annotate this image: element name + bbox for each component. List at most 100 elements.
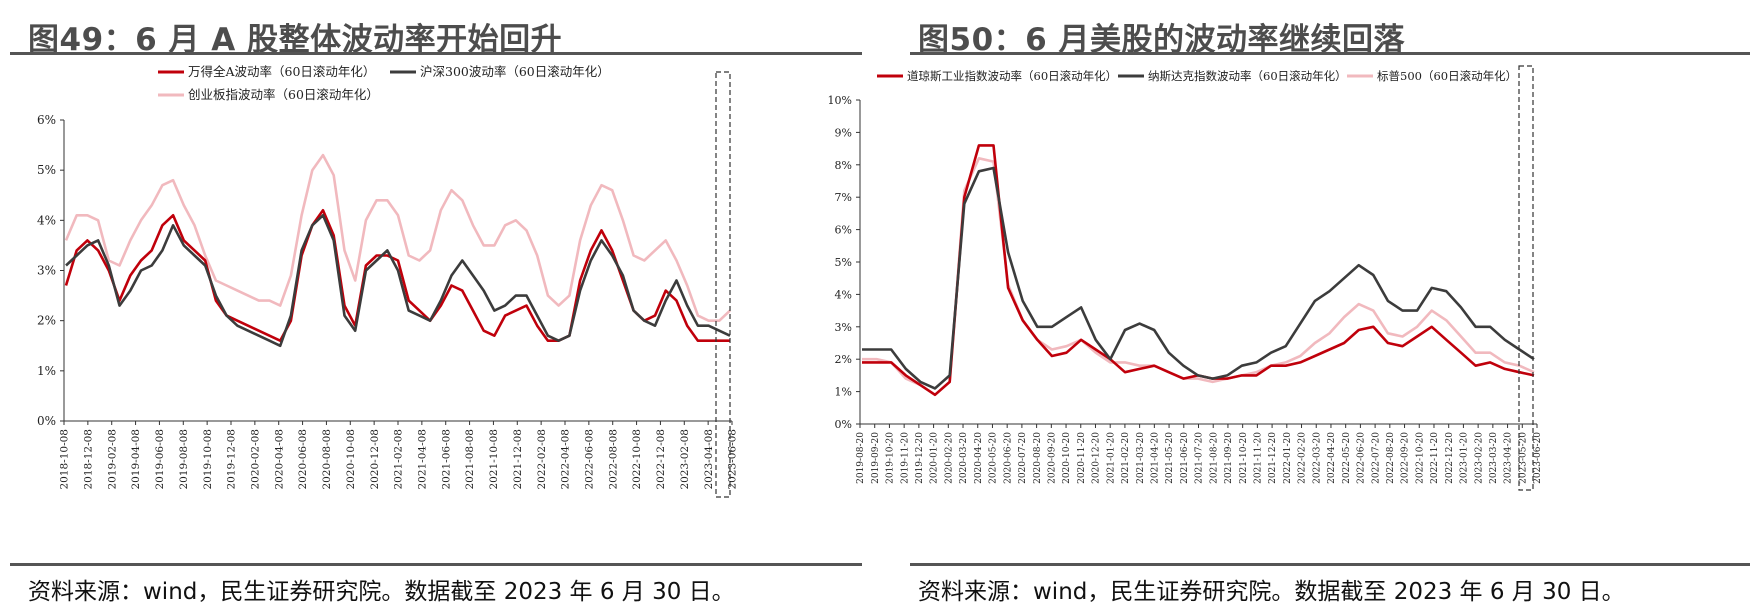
series-line xyxy=(862,144,1535,397)
series-line xyxy=(862,157,1535,397)
x-tick-label: 2021-06-20 xyxy=(1180,432,1190,484)
x-tick-label: 2020-04-20 xyxy=(974,432,984,484)
y-tick-label: 7% xyxy=(835,191,852,204)
x-tick-label: 2019-04-08 xyxy=(130,429,142,490)
x-tick-label: 2022-05-20 xyxy=(1342,432,1352,484)
x-tick-label: 2021-11-20 xyxy=(1254,432,1264,484)
x-tick-label: 2023-02-20 xyxy=(1474,432,1484,484)
x-tick-label: 2023-03-20 xyxy=(1489,432,1499,484)
x-tick-label: 2023-01-20 xyxy=(1460,432,1470,484)
title-underline xyxy=(910,52,1750,55)
x-tick-label: 2019-08-20 xyxy=(856,432,866,484)
y-tick-label: 1% xyxy=(835,386,852,399)
x-tick-label: 2019-06-08 xyxy=(154,429,166,490)
y-tick-label: 0% xyxy=(37,414,56,428)
source-divider xyxy=(910,563,1750,566)
x-tick-label: 2021-12-20 xyxy=(1268,432,1278,484)
x-tick-label: 2022-08-20 xyxy=(1386,432,1396,484)
x-tick-label: 2022-04-08 xyxy=(560,429,572,490)
x-tick-label: 2022-06-08 xyxy=(584,429,596,490)
x-tick-label: 2020-07-20 xyxy=(1018,432,1028,484)
series-line xyxy=(862,166,1535,390)
y-tick-label: 8% xyxy=(835,159,852,172)
x-tick-label: 2020-11-20 xyxy=(1077,432,1087,484)
x-tick-label: 2021-09-20 xyxy=(1224,432,1234,484)
legend-label: 道琼斯工业指数波动率（60日滚动年化） xyxy=(907,69,1117,83)
y-tick-label: 3% xyxy=(835,321,852,334)
x-tick-label: 2021-01-20 xyxy=(1106,432,1116,484)
x-tick-label: 2020-01-20 xyxy=(930,432,940,484)
right-chart-panel: 图50：6 月美股的波动率继续回落 道琼斯工业指数波动率（60日滚动年化） 纳斯达… xyxy=(828,0,1751,612)
x-tick-label: 2022-06-20 xyxy=(1357,432,1367,484)
x-tick-label: 2022-12-08 xyxy=(655,429,667,490)
x-tick-label: 2022-04-20 xyxy=(1327,432,1337,484)
x-tick-label: 2019-02-08 xyxy=(106,429,118,490)
x-tick-label: 2020-10-20 xyxy=(1062,432,1072,484)
x-tick-label: 2020-08-20 xyxy=(1033,432,1043,484)
x-tick-label: 2023-06-20 xyxy=(1533,432,1543,484)
highlight-box xyxy=(1518,65,1534,491)
x-tick-label: 2020-10-08 xyxy=(345,429,357,490)
x-tick-label: 2020-02-20 xyxy=(944,432,954,484)
x-tick-label: 2021-06-08 xyxy=(440,429,452,490)
x-tick-label: 2019-09-20 xyxy=(871,432,881,484)
x-tick-label: 2022-08-08 xyxy=(607,429,619,490)
x-tick-label: 2022-10-08 xyxy=(631,429,643,490)
x-tick-label: 2021-10-20 xyxy=(1239,432,1249,484)
y-tick-label: 4% xyxy=(835,288,852,301)
x-tick-label: 2021-03-20 xyxy=(1136,432,1146,484)
x-tick-label: 2022-09-20 xyxy=(1401,432,1411,484)
x-tick-label: 2021-10-08 xyxy=(488,429,500,490)
y-tick-label: 2% xyxy=(835,353,852,366)
x-tick-label: 2022-07-20 xyxy=(1371,432,1381,484)
x-tick-label: 2021-02-08 xyxy=(393,429,405,490)
legend-label: 沪深300波动率（60日滚动年化） xyxy=(420,64,610,79)
x-tick-label: 2022-03-20 xyxy=(1312,432,1322,484)
y-tick-label: 6% xyxy=(835,224,852,237)
x-tick-label: 2022-10-20 xyxy=(1415,432,1425,484)
legend-label: 万得全A波动率（60日滚动年化） xyxy=(188,64,375,79)
series-line xyxy=(65,214,731,348)
x-tick-label: 2023-04-20 xyxy=(1504,432,1514,484)
x-tick-label: 2020-02-08 xyxy=(250,429,262,490)
x-tick-label: 2022-11-20 xyxy=(1430,432,1440,484)
x-tick-label: 2021-04-20 xyxy=(1150,432,1160,484)
x-tick-label: 2020-03-20 xyxy=(959,432,969,484)
x-tick-label: 2022-01-20 xyxy=(1283,432,1293,484)
right-chart-group: 道琼斯工业指数波动率（60日滚动年化） 纳斯达克指数波动率（60日滚动年化） 标普5… xyxy=(828,65,1543,491)
x-tick-label: 2019-12-20 xyxy=(915,432,925,484)
x-tick-label: 2019-12-08 xyxy=(226,429,238,490)
x-tick-label: 2020-05-20 xyxy=(989,432,999,484)
legend-label: 创业板指波动率（60日滚动年化） xyxy=(188,87,379,102)
legend-label: 纳斯达克指数波动率（60日滚动年化） xyxy=(1148,69,1347,83)
x-tick-label: 2021-05-20 xyxy=(1165,432,1175,484)
x-tick-label: 2021-08-20 xyxy=(1209,432,1219,484)
x-tick-label: 2021-04-08 xyxy=(417,429,429,490)
x-tick-label: 2021-12-08 xyxy=(512,429,524,490)
x-tick-label: 2020-12-08 xyxy=(369,429,381,490)
x-tick-label: 2018-12-08 xyxy=(83,429,95,490)
x-tick-label: 2023-02-08 xyxy=(679,429,691,490)
x-tick-label: 2019-11-20 xyxy=(900,432,910,484)
y-tick-label: 9% xyxy=(835,126,852,139)
left-chart-svg: 万得全A波动率（60日滚动年化） 沪深300波动率（60日滚动年化） 创业板指波动率… xyxy=(37,64,739,498)
y-tick-label: 5% xyxy=(37,163,56,177)
x-tick-label: 2022-02-20 xyxy=(1298,432,1308,484)
x-tick-label: 2021-08-08 xyxy=(464,429,476,490)
highlight-box xyxy=(715,71,731,498)
x-tick-label: 2020-12-20 xyxy=(1092,432,1102,484)
x-tick-label: 2022-02-08 xyxy=(536,429,548,490)
left-chart-panel: 图49：6 月 A 股整体波动率开始回升 万得全A波动率（60日滚动年化） 沪深3… xyxy=(0,0,875,612)
x-tick-label: 2023-04-08 xyxy=(703,429,715,490)
y-tick-label: 10% xyxy=(828,94,852,107)
source-note: 资料来源：wind，民生证券研究院。数据截至 2023 年 6 月 30 日。 xyxy=(918,579,1625,605)
x-tick-label: 2020-09-20 xyxy=(1047,432,1057,484)
x-tick-label: 2020-06-08 xyxy=(297,429,309,490)
y-tick-label: 4% xyxy=(37,213,56,227)
title-underline xyxy=(10,52,862,55)
y-tick-label: 6% xyxy=(37,113,56,127)
y-tick-label: 3% xyxy=(37,264,56,278)
source-divider xyxy=(10,563,862,566)
y-tick-label: 0% xyxy=(835,418,852,431)
